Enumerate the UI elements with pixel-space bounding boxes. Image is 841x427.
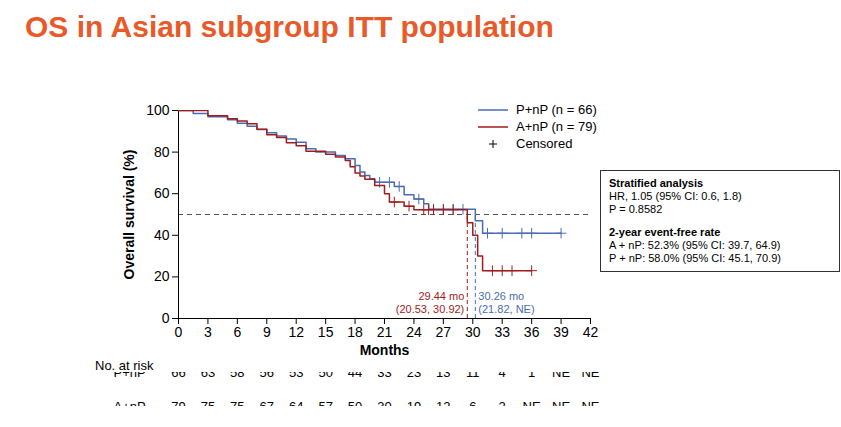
html-text:2-year event-free rate: 2-year event-free rate — [609, 226, 721, 238]
svg-text:NE: NE — [581, 399, 599, 406]
svg-text:2: 2 — [499, 399, 506, 406]
svg-text:Months: Months — [360, 342, 410, 358]
html-text:Stratified analysis: Stratified analysis — [609, 177, 704, 189]
svg-text:4: 4 — [499, 372, 506, 380]
svg-text:6: 6 — [469, 399, 476, 406]
html-text:No. at risk: No. at risk — [95, 358, 154, 373]
svg-text:12: 12 — [436, 399, 450, 406]
svg-text:57: 57 — [318, 399, 332, 406]
svg-text:80: 80 — [154, 144, 170, 160]
svg-text:(21.82, NE): (21.82, NE) — [478, 303, 534, 315]
svg-text:79: 79 — [171, 399, 185, 406]
svg-text:23: 23 — [407, 372, 421, 380]
svg-text:39: 39 — [553, 324, 569, 340]
svg-text:21: 21 — [377, 324, 393, 340]
svg-text:6: 6 — [233, 324, 241, 340]
svg-text:A+nP: A+nP — [114, 399, 146, 406]
svg-text:64: 64 — [289, 399, 303, 406]
svg-text:27: 27 — [436, 324, 452, 340]
svg-text:P+nP: P+nP — [114, 372, 146, 380]
svg-text:11: 11 — [466, 372, 480, 380]
svg-text:58: 58 — [230, 372, 244, 380]
svg-text:36: 36 — [524, 324, 540, 340]
svg-text:12: 12 — [288, 324, 304, 340]
html-text:Censored: Censored — [516, 136, 573, 151]
html-text:HR, 1.05 (95% CI: 0.6, 1.8): HR, 1.05 (95% CI: 0.6, 1.8) — [609, 190, 742, 202]
html-text:A + nP: 52.3% (95% CI: 39.7, 6: A + nP: 52.3% (95% CI: 39.7, 64.9) — [609, 239, 781, 251]
svg-text:56: 56 — [260, 372, 274, 380]
html-text:OS in Asian subgroup ITT popul: OS in Asian subgroup ITT population — [25, 10, 554, 43]
html-text:P = 0.8582: P = 0.8582 — [609, 203, 663, 215]
svg-text:30: 30 — [465, 324, 481, 340]
svg-text:NE: NE — [581, 372, 599, 380]
svg-text:66: 66 — [171, 372, 185, 380]
svg-text:75: 75 — [230, 399, 244, 406]
svg-text:Overall survival (%): Overall survival (%) — [121, 150, 137, 280]
svg-text:13: 13 — [436, 372, 450, 380]
svg-text:60: 60 — [154, 185, 170, 201]
svg-text:1: 1 — [528, 372, 535, 380]
svg-text:33: 33 — [494, 324, 510, 340]
html-text:P+nP (n = 66): P+nP (n = 66) — [516, 102, 597, 117]
svg-text:75: 75 — [201, 399, 215, 406]
svg-text:50: 50 — [318, 372, 332, 380]
svg-text:(20.53, 30.92): (20.53, 30.92) — [396, 303, 465, 315]
svg-text:NE: NE — [552, 372, 570, 380]
svg-text:67: 67 — [260, 399, 274, 406]
svg-text:19: 19 — [407, 399, 421, 406]
html-text:A+nP (n = 79): A+nP (n = 79) — [516, 119, 597, 134]
svg-text:0: 0 — [162, 310, 170, 326]
svg-text:30.26 mo: 30.26 mo — [478, 290, 524, 302]
svg-text:63: 63 — [201, 372, 215, 380]
svg-text:44: 44 — [348, 372, 362, 380]
svg-text:50: 50 — [348, 399, 362, 406]
svg-text:100: 100 — [146, 102, 170, 118]
svg-text:9: 9 — [263, 324, 271, 340]
svg-text:NE: NE — [552, 399, 570, 406]
svg-text:NE: NE — [523, 399, 541, 406]
svg-text:18: 18 — [347, 324, 363, 340]
html-text:P + nP: 58.0% (95% CI: 45.1, 7: P + nP: 58.0% (95% CI: 45.1, 70.9) — [609, 252, 781, 264]
svg-text:15: 15 — [318, 324, 334, 340]
svg-text:0: 0 — [175, 324, 183, 340]
svg-text:40: 40 — [154, 227, 170, 243]
svg-text:53: 53 — [289, 372, 303, 380]
svg-text:33: 33 — [377, 372, 391, 380]
svg-text:42: 42 — [583, 324, 599, 340]
svg-text:24: 24 — [406, 324, 422, 340]
svg-text:29.44 mo: 29.44 mo — [418, 290, 464, 302]
svg-text:3: 3 — [204, 324, 212, 340]
svg-text:20: 20 — [154, 268, 170, 284]
svg-text:30: 30 — [377, 399, 391, 406]
